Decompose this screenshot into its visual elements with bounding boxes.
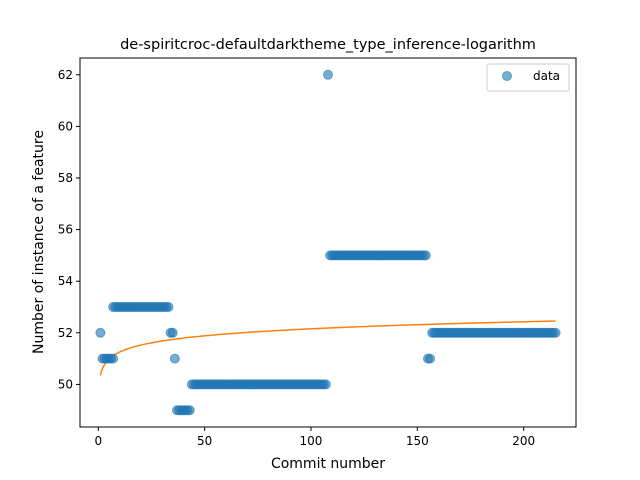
y-tick-label: 52: [58, 326, 73, 340]
fit-line: [99, 320, 556, 376]
legend-box: [486, 63, 570, 92]
x-tick-label: 100: [300, 434, 323, 448]
x-tick-label: 150: [406, 434, 429, 448]
data-point: [550, 327, 561, 338]
x-axis-label: Commit number: [271, 456, 385, 472]
y-tick-label: 54: [58, 274, 73, 288]
data-point: [425, 353, 436, 364]
legend-marker-data: [502, 71, 512, 81]
data-point: [108, 353, 119, 364]
data-point: [320, 379, 331, 390]
x-tick-label: 0: [94, 434, 102, 448]
y-tick-label: 50: [58, 377, 73, 391]
fit-line-layer: [99, 320, 556, 376]
x-tick-label: 200: [512, 434, 535, 448]
data-point: [420, 250, 431, 261]
data-point: [163, 302, 174, 313]
data-point: [169, 353, 180, 364]
y-tick-label: 60: [58, 119, 73, 133]
data-point: [95, 327, 106, 338]
data-point: [167, 327, 178, 338]
y-tick-label: 56: [58, 223, 73, 237]
axes: 0 50 100 150 200 50 52 54 56 58 60 62: [58, 57, 577, 448]
data-point: [184, 405, 195, 416]
scatter-points: [95, 69, 561, 416]
legend: data: [486, 63, 570, 92]
plot-frame: [79, 57, 577, 428]
chart-title: de-spiritcroc-defaultdarktheme_type_infe…: [120, 37, 536, 53]
x-tick-label: 50: [197, 434, 212, 448]
y-tick-label: 62: [58, 68, 73, 82]
y-axis-label: Number of instance of a feature: [31, 130, 47, 354]
data-point: [323, 69, 333, 80]
legend-label-data: data: [533, 69, 560, 83]
y-tick-label: 58: [58, 171, 73, 185]
